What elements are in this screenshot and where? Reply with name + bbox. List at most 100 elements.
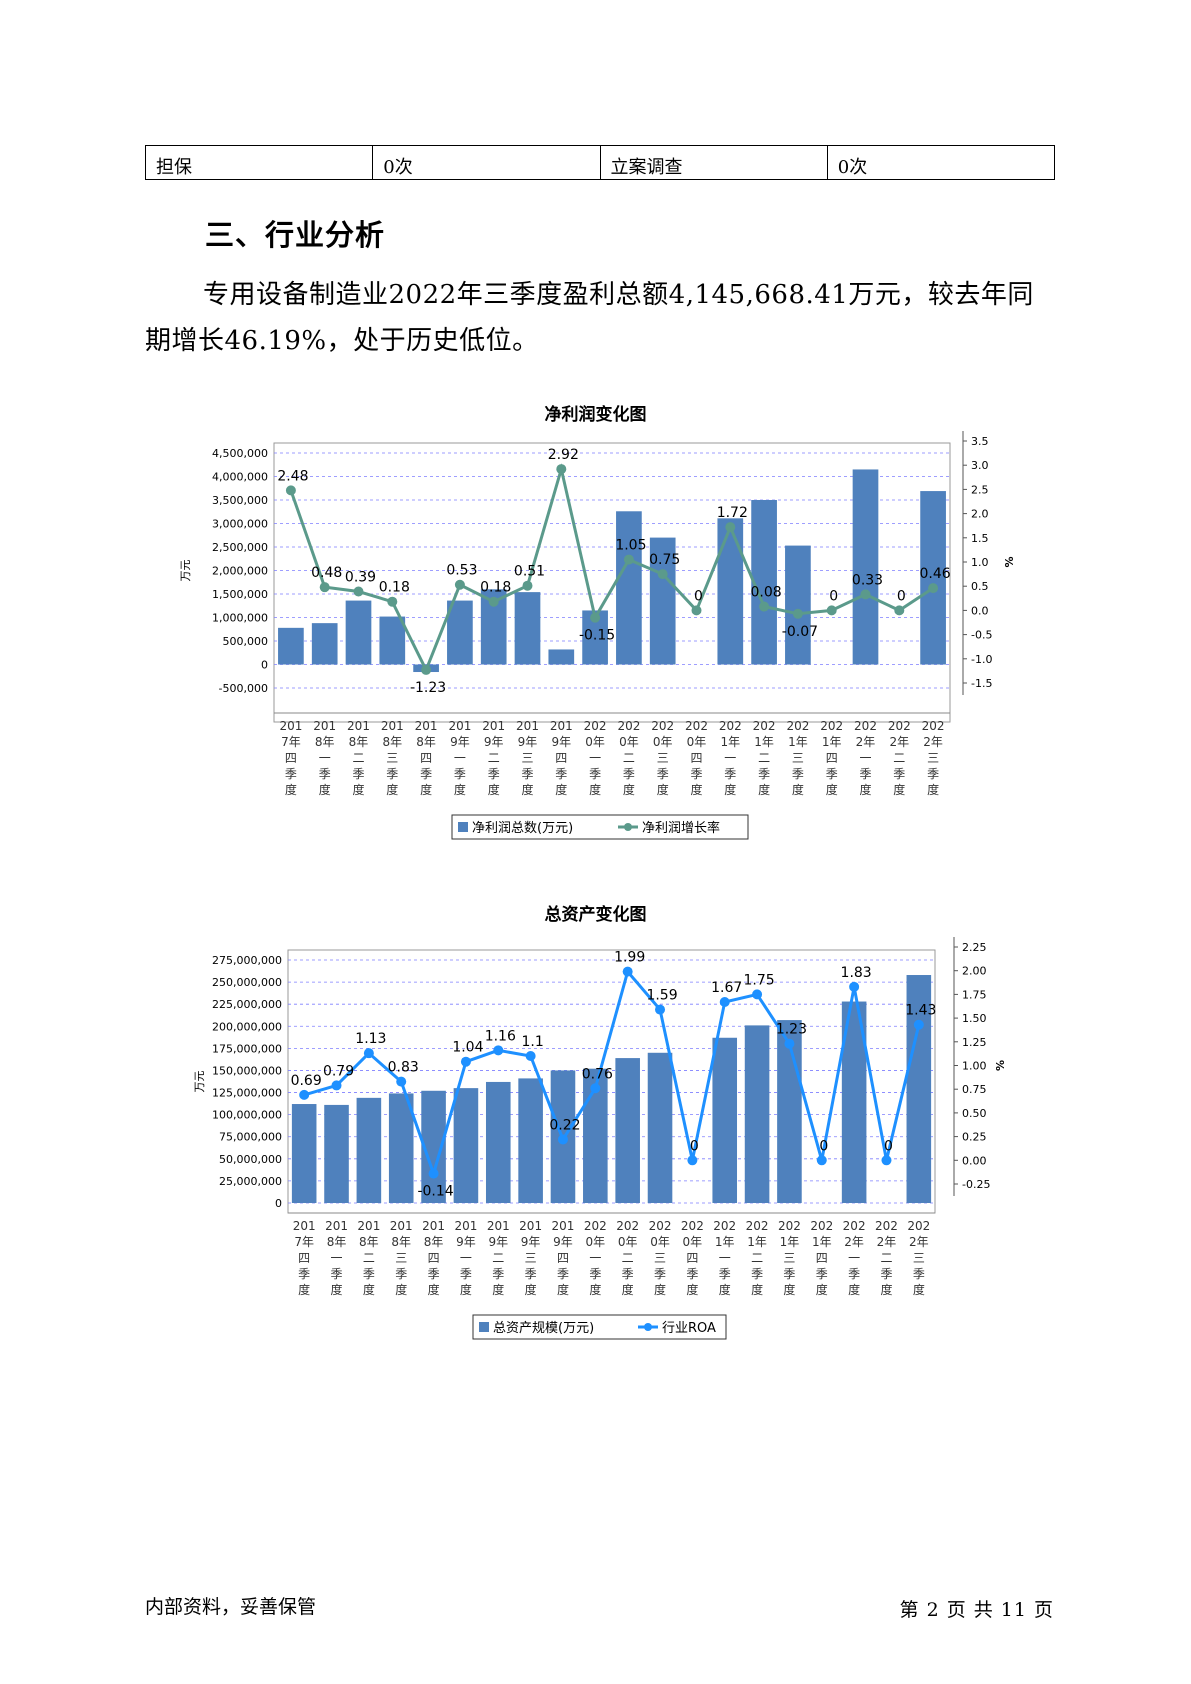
y2-tick-label: -1.0 — [971, 653, 992, 666]
data-label: 0.48 — [311, 565, 342, 581]
data-label: -0.07 — [782, 624, 818, 640]
section-title: 三、行业分析 — [205, 218, 386, 252]
x-tick-label: 201 8年三季度 — [390, 1219, 413, 1297]
line-point — [353, 586, 364, 597]
info-table: 担保 0次 立案调查 0次 — [144, 145, 1056, 180]
body-paragraph: 专用设备制造业2022年三季度盈利总额4,145,668.41万元，较去年同期增… — [145, 280, 1034, 356]
bar — [514, 592, 541, 665]
data-label: 0 — [884, 1138, 893, 1154]
data-label: 0.76 — [582, 1066, 613, 1082]
y2-tick-label: 0.50 — [962, 1107, 987, 1120]
x-tick-label: 201 9年一季度 — [454, 1219, 477, 1297]
y2-tick-label: 2.0 — [971, 508, 989, 521]
legend-line-marker — [644, 1323, 652, 1331]
data-label: 1.43 — [905, 1003, 936, 1019]
line-point — [687, 1155, 698, 1166]
page-number: 第 2 页 共 11 页 — [899, 1599, 1054, 1621]
bar — [777, 1020, 802, 1203]
bar — [356, 1097, 382, 1203]
line-point — [894, 605, 905, 616]
y2-tick-label: -0.5 — [971, 629, 992, 642]
data-label: 0.83 — [388, 1060, 419, 1076]
data-label: 2.48 — [277, 468, 308, 484]
data-label: 1.59 — [646, 988, 677, 1004]
line-point — [623, 554, 634, 565]
bar — [717, 518, 744, 665]
bar — [712, 1037, 738, 1203]
y-tick-label: 2,500,000 — [212, 541, 268, 554]
data-label: 2.92 — [548, 447, 579, 463]
y-tick-label: 3,000,000 — [212, 518, 268, 531]
x-tick-label: 202 2年一季度 — [854, 719, 877, 797]
line-point — [784, 1038, 795, 1049]
line-point — [622, 966, 633, 977]
y2-tick-label: 3.0 — [971, 459, 989, 472]
y-axis-label: 万元 — [193, 1071, 206, 1093]
legend-label: 净利润增长率 — [642, 820, 720, 836]
bar — [278, 627, 304, 665]
bar — [311, 623, 338, 665]
series-line — [303, 968, 921, 1179]
line-point — [719, 996, 730, 1007]
x-tick-label: 201 9年三季度 — [516, 719, 539, 797]
x-tick-label: 202 2年二季度 — [875, 1219, 898, 1297]
y2-tick-label: 2.5 — [971, 483, 989, 496]
x-tick-label: 201 8年四季度 — [422, 1219, 445, 1297]
data-label: 0 — [690, 1138, 699, 1154]
line-point — [792, 608, 803, 619]
x-tick-label: 202 2年一季度 — [843, 1219, 866, 1297]
data-label: 1.75 — [743, 972, 774, 988]
x-tick-label: 201 9年三季度 — [519, 1219, 542, 1297]
bar — [751, 500, 777, 665]
line-point — [319, 582, 330, 593]
data-label: 1.16 — [485, 1028, 516, 1044]
data-label: 1.04 — [452, 1040, 483, 1056]
x-tick-label: 202 2年二季度 — [888, 719, 911, 797]
bar — [447, 600, 473, 665]
y-tick-label: 500,000 — [223, 635, 269, 648]
data-label: 1.05 — [615, 538, 646, 554]
x-tick-label: 201 8年二季度 — [357, 1219, 380, 1297]
y-axis-label: 万元 — [180, 560, 192, 582]
line-point — [522, 580, 533, 591]
x-tick-label: 202 0年一季度 — [584, 1219, 607, 1297]
line-point — [826, 605, 837, 616]
y-tick-label: 0 — [261, 659, 268, 672]
data-label: -0.15 — [579, 628, 615, 644]
x-tick-label: 202 0年四季度 — [681, 1219, 704, 1297]
legend-bar-swatch — [479, 1322, 489, 1332]
line-point — [363, 1048, 374, 1059]
bar — [785, 545, 811, 665]
line-point — [299, 1089, 310, 1100]
x-tick-label: 202 1年二季度 — [746, 1219, 769, 1297]
line-point — [525, 1051, 536, 1062]
bar — [649, 537, 676, 665]
bar — [379, 616, 406, 665]
bar — [548, 649, 575, 665]
line-point — [849, 981, 860, 992]
line-point — [557, 1134, 568, 1145]
x-tick-label: 201 8年一季度 — [313, 719, 336, 797]
legend-label: 总资产规模(万元) — [493, 1321, 594, 1336]
y-tick-label: 75,000,000 — [219, 1131, 282, 1144]
data-label: -0.14 — [417, 1184, 453, 1200]
data-label: 0 — [819, 1138, 828, 1154]
line-point — [691, 605, 702, 616]
legend-label: 净利润总数(万元) — [472, 821, 573, 836]
data-label: 0 — [897, 588, 906, 604]
bar — [616, 511, 642, 665]
data-label: 1.83 — [841, 965, 872, 981]
line-point — [860, 589, 871, 600]
line-point — [285, 485, 296, 496]
x-tick-label: 201 9年四季度 — [550, 719, 573, 797]
line-point — [913, 1019, 924, 1030]
y2-tick-label: 1.5 — [971, 532, 989, 545]
x-tick-label: 202 0年二季度 — [616, 1219, 639, 1297]
y-tick-label: 250,000,000 — [212, 976, 282, 989]
y2-tick-label: 1.0 — [971, 556, 989, 569]
bar — [647, 1052, 673, 1203]
x-tick-label: 202 1年三季度 — [786, 719, 809, 797]
y2-tick-label: 0.0 — [971, 604, 989, 617]
line-point — [657, 569, 668, 580]
line-point — [493, 1045, 504, 1056]
